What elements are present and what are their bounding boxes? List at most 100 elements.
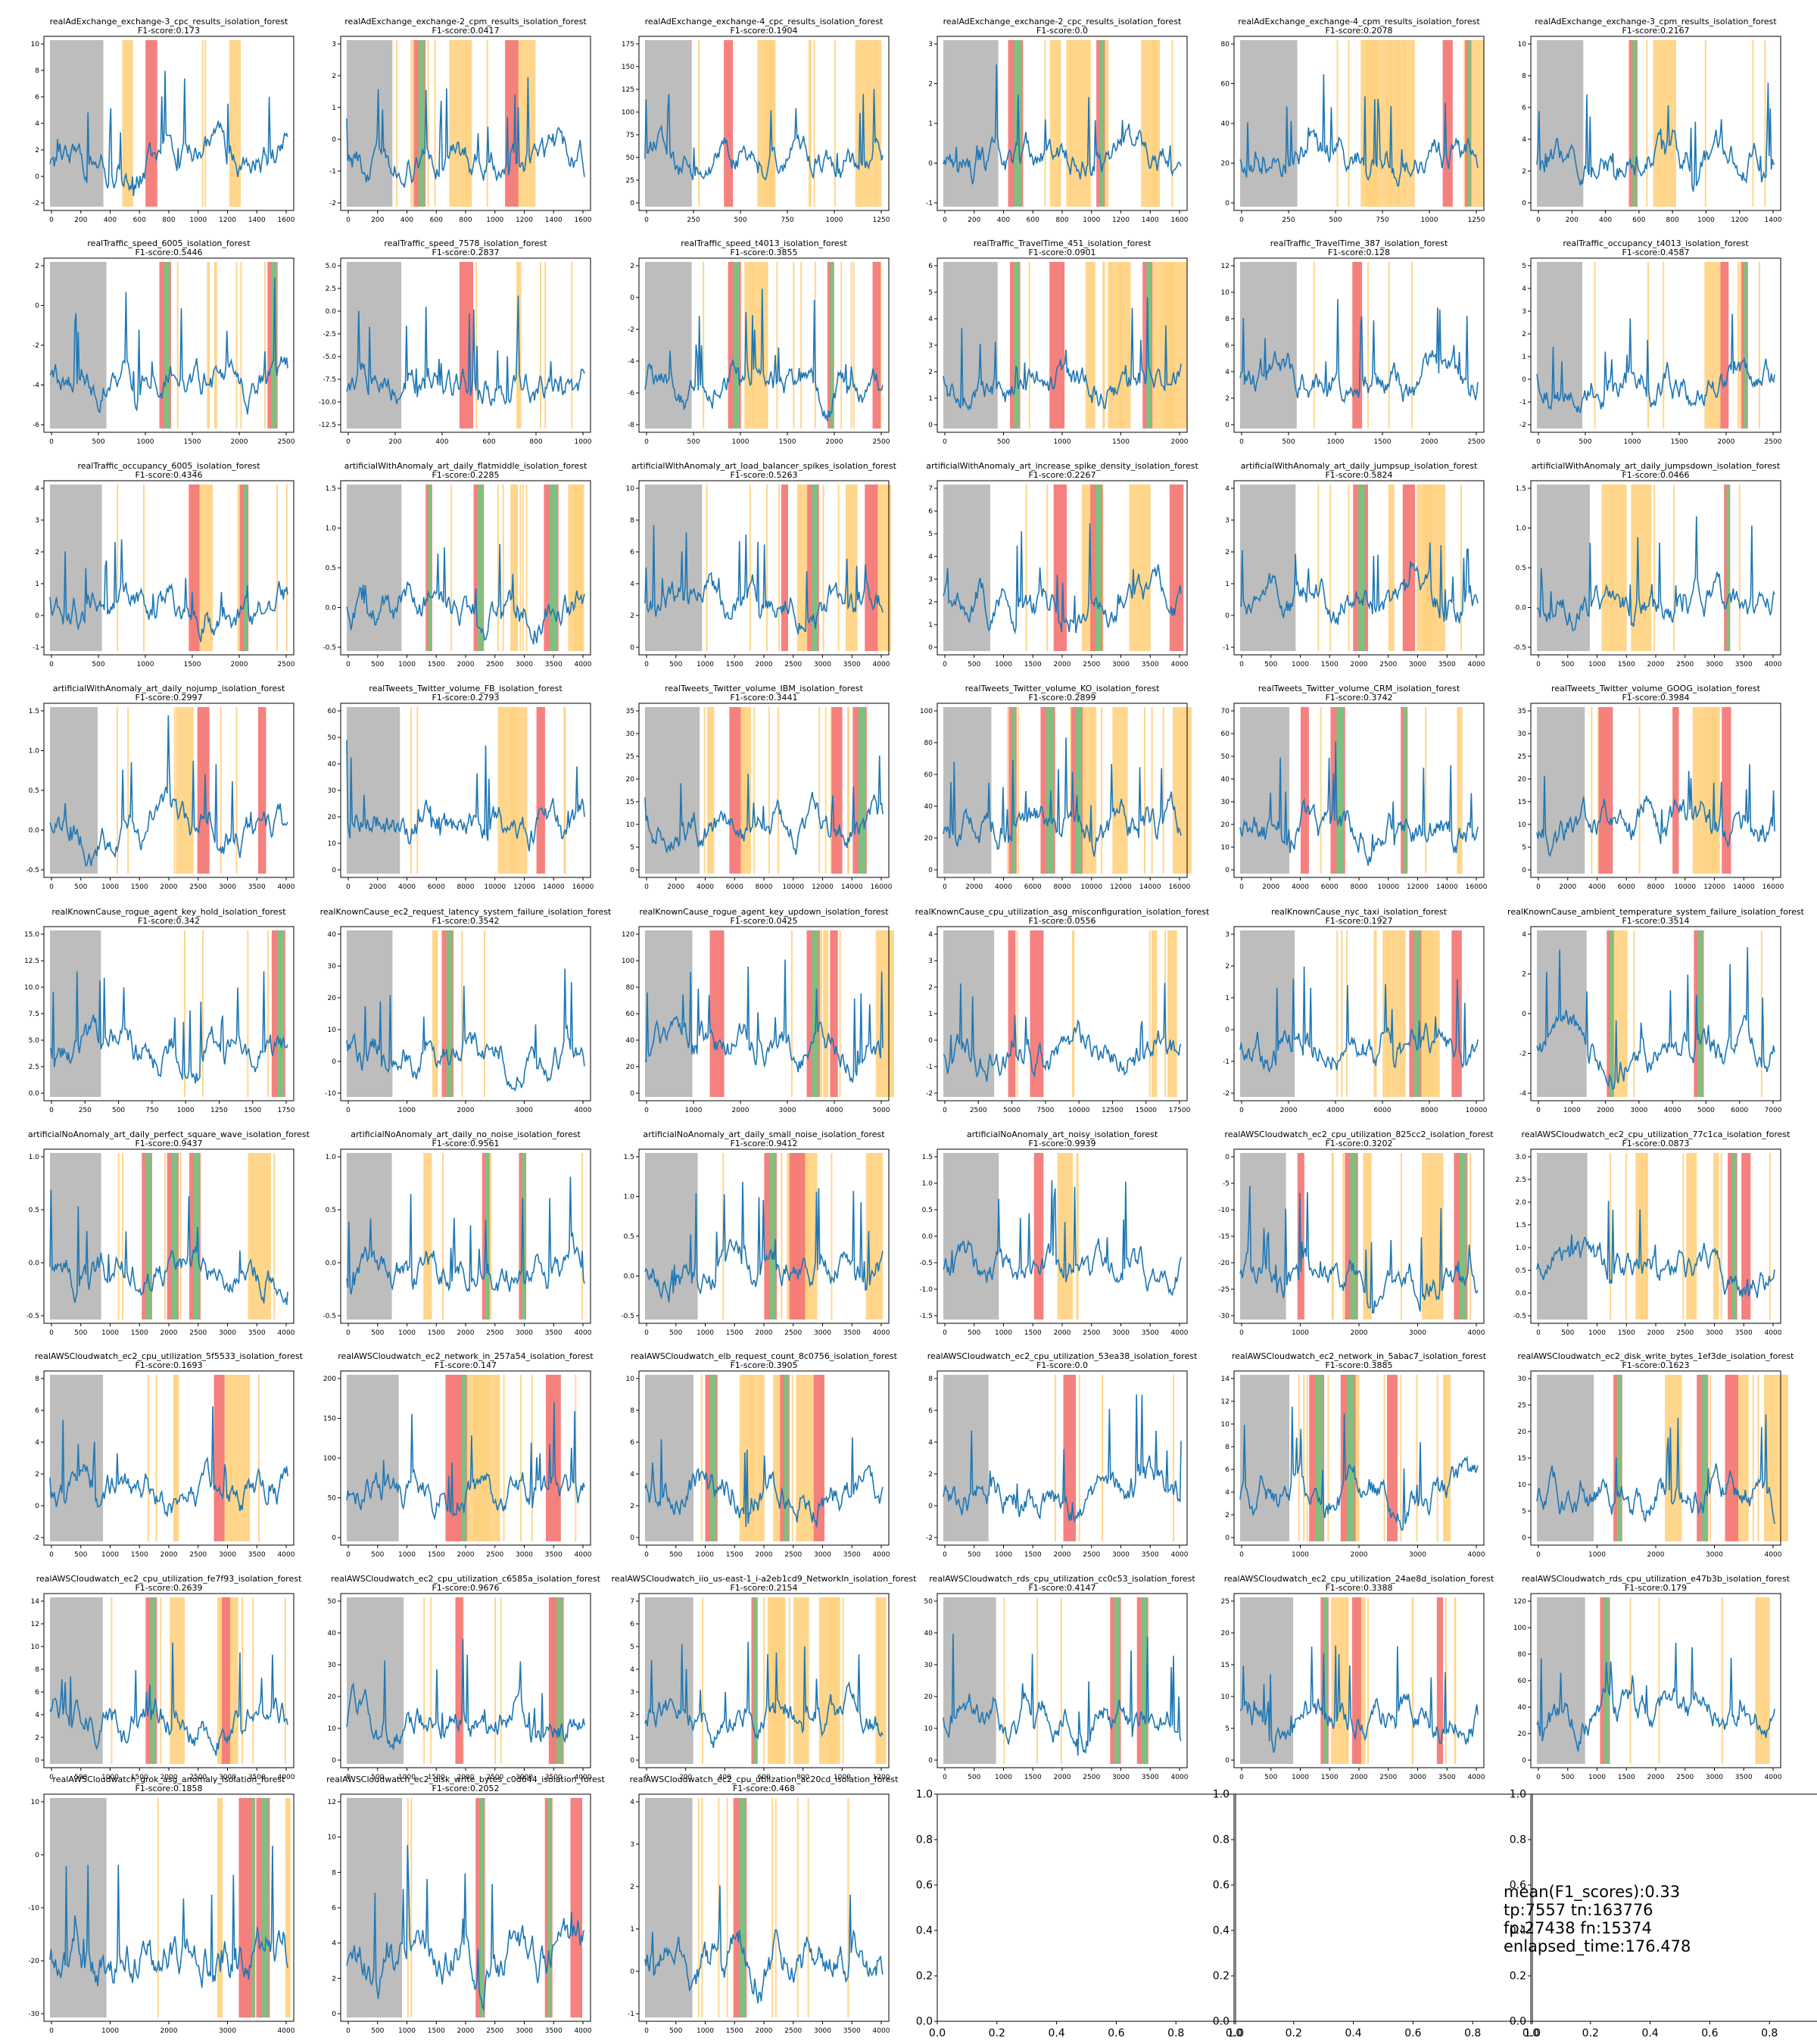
y-tick-label: 0 xyxy=(1225,867,1230,874)
value-series-line xyxy=(1239,1645,1479,1753)
x-tick-label: 4000 xyxy=(1468,1551,1485,1559)
value-series-line xyxy=(1536,764,1775,858)
y-tick-label: 0 xyxy=(1225,200,1230,207)
y-tick-label: -1 xyxy=(926,200,933,207)
y-tick-label: 0 xyxy=(630,1535,634,1542)
y-tick-label: 4 xyxy=(35,485,39,493)
x-tick-label: 3000 xyxy=(219,883,236,891)
y-tick-label: 0 xyxy=(1522,1011,1526,1018)
y-tick-label: 10.0 xyxy=(24,984,39,992)
y-tick-label: 2.5 xyxy=(29,1064,39,1071)
x-tick-label: 1400 xyxy=(248,217,266,224)
y-tick-label: -2 xyxy=(33,1535,39,1542)
plot-area xyxy=(49,1375,288,1541)
predicted-anomaly-region xyxy=(834,40,836,207)
plot-area xyxy=(1536,40,1775,207)
y-tick-label: 20 xyxy=(924,1693,933,1701)
x-tick-label: 500 xyxy=(112,1107,125,1114)
x-tick-label: 2000 xyxy=(457,1551,475,1559)
x-tick-label: 1000 xyxy=(1588,1774,1606,1781)
x-tick-label: 3500 xyxy=(1735,1774,1753,1781)
subplot: artificialWithAnomaly_art_daily_flatmidd… xyxy=(323,461,591,668)
subplot-f1-score: F1-score:0.0 xyxy=(1036,26,1088,36)
plot-area xyxy=(644,485,891,651)
x-tick-label: 6000 xyxy=(428,883,445,891)
plot-area xyxy=(1239,262,1479,428)
value-series-line xyxy=(346,1402,585,1521)
training-window xyxy=(1537,1375,1594,1541)
predicted-anomaly-region xyxy=(503,1375,505,1541)
y-tick-label: 2 xyxy=(1225,1512,1230,1519)
y-tick-label: 3 xyxy=(928,41,933,48)
y-tick-label: 4 xyxy=(928,931,933,939)
predicted-anomaly-region xyxy=(1129,485,1151,651)
x-tick-label: 1000 xyxy=(697,661,714,668)
subplot: realTweets_Twitter_volume_KO_isolation_f… xyxy=(920,684,1192,891)
predicted-anomaly-region xyxy=(410,707,412,874)
x-tick-label: 7000 xyxy=(1765,1107,1782,1114)
x-tick-label: 3000 xyxy=(1112,1551,1130,1559)
subplot-f1-score: F1-score:0.1623 xyxy=(1622,1360,1689,1370)
subplot: artificialNoAnomaly_art_daily_small_nois… xyxy=(621,1129,890,1337)
predicted-anomaly-region xyxy=(204,40,207,207)
plot-area xyxy=(346,262,585,428)
predicted-anomaly-region xyxy=(796,1798,799,2018)
y-tick-label: 4 xyxy=(1522,285,1526,293)
predicted-anomaly-region xyxy=(1076,1153,1078,1320)
value-series-line xyxy=(346,295,585,407)
x-tick-label: 2000 xyxy=(1054,661,1071,668)
predicted-anomaly-region xyxy=(176,707,194,874)
subplot: realAWSCloudwatch_ec2_cpu_utilization_fe… xyxy=(31,1574,302,1781)
x-tick-label: 4000 xyxy=(1765,1329,1782,1337)
labeled-anomaly-window xyxy=(793,1153,806,1320)
subplot-title: realAWSCloudwatch_ec2_cpu_utilization_24… xyxy=(1224,1574,1494,1584)
predicted-anomaly-region xyxy=(1416,1375,1418,1541)
x-tick-label: 1.0 xyxy=(1227,2027,1244,2039)
training-window xyxy=(1240,262,1297,428)
y-tick-label: 8 xyxy=(928,1376,933,1383)
x-tick-label: 2500 xyxy=(873,438,890,446)
predicted-anomaly-region xyxy=(1342,1153,1345,1320)
x-tick-label: 3000 xyxy=(516,1329,533,1337)
predicted-anomaly-region xyxy=(1410,262,1413,428)
x-tick-label: 0 xyxy=(644,2027,649,2035)
training-window xyxy=(1240,40,1298,207)
training-window xyxy=(1240,1153,1286,1320)
predicted-anomaly-region xyxy=(1653,485,1656,651)
y-tick-label: 5 xyxy=(630,844,634,852)
predicted-anomaly-region xyxy=(157,1798,159,2018)
predicted-anomaly-region xyxy=(697,1798,700,2018)
predicted-anomaly-region xyxy=(1611,485,1613,651)
predicted-anomaly-region xyxy=(1110,262,1112,428)
y-tick-label: 2 xyxy=(35,549,39,556)
detected-anomaly-region xyxy=(1467,40,1471,207)
y-tick-label: 60 xyxy=(924,771,933,779)
y-tick-label: 0 xyxy=(928,867,933,874)
x-tick-label: 500 xyxy=(74,1551,87,1559)
plot-area xyxy=(346,40,585,207)
x-tick-label: 0 xyxy=(644,661,649,668)
x-tick-label: 1000 xyxy=(834,1774,851,1781)
x-tick-label: 1000 xyxy=(995,1774,1012,1781)
subplot-title: artificialWithAnomaly_art_daily_nojump_i… xyxy=(53,684,285,693)
x-tick-label: 4000 xyxy=(1468,1774,1485,1781)
value-series-line xyxy=(644,288,884,422)
y-tick-label: 8 xyxy=(332,1869,336,1877)
x-tick-label: 1600 xyxy=(278,217,295,224)
x-tick-label: 1500 xyxy=(428,1329,445,1337)
y-tick-label: 15.0 xyxy=(24,931,39,939)
predicted-anomaly-region xyxy=(475,262,478,428)
predicted-anomaly-region xyxy=(461,930,463,1097)
value-series-line xyxy=(346,1845,585,2011)
predicted-anomaly-region xyxy=(1457,707,1463,874)
y-tick-label: 1.0 xyxy=(1516,1245,1527,1252)
predicted-anomaly-region xyxy=(1080,707,1097,874)
y-tick-label: -1 xyxy=(628,2011,634,2018)
plot-area xyxy=(49,485,288,651)
y-tick-label: 25 xyxy=(1221,1598,1230,1606)
x-tick-label: 1500 xyxy=(779,438,796,446)
predicted-anomaly-region xyxy=(1436,1375,1438,1541)
x-tick-label: 1500 xyxy=(1374,438,1392,446)
y-tick-label: 20 xyxy=(1221,1630,1230,1637)
y-tick-label: 20 xyxy=(328,814,337,821)
